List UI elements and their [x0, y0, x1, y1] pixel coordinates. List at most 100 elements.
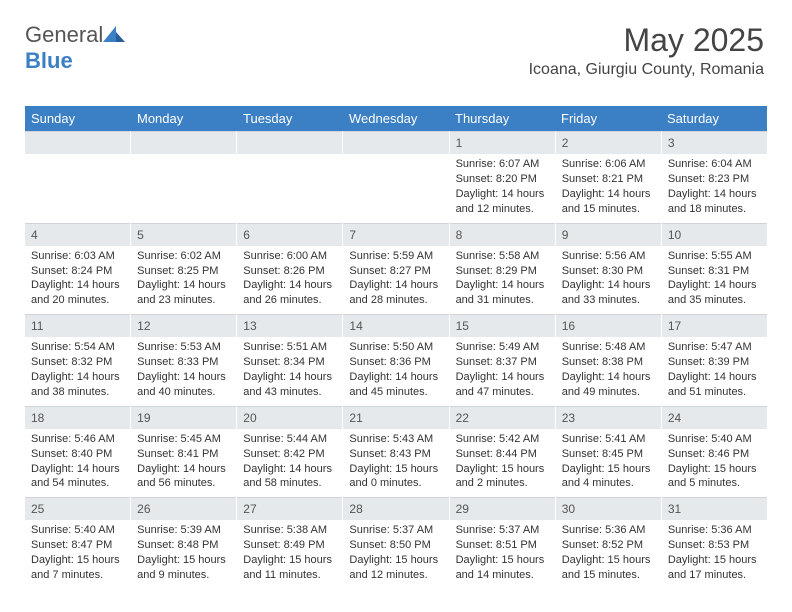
sunrise-text: Sunrise: 5:36 AM	[562, 523, 655, 538]
daylight-text: Daylight: 14 hours and 47 minutes.	[456, 370, 549, 400]
weekday-saturday: Saturday	[661, 106, 767, 131]
day-number: 10	[662, 223, 767, 246]
sunrise-text: Sunrise: 6:02 AM	[137, 249, 230, 264]
day-number: 11	[25, 314, 130, 337]
sunset-text: Sunset: 8:44 PM	[456, 447, 549, 462]
sunrise-text: Sunrise: 5:48 AM	[562, 340, 655, 355]
day-body: Sunrise: 6:07 AMSunset: 8:20 PMDaylight:…	[450, 154, 555, 222]
day-body: Sunrise: 5:42 AMSunset: 8:44 PMDaylight:…	[450, 429, 555, 497]
sunset-text: Sunset: 8:42 PM	[243, 447, 336, 462]
daylight-text: Daylight: 15 hours and 2 minutes.	[456, 462, 549, 492]
sunset-text: Sunset: 8:50 PM	[349, 538, 442, 553]
day-body: Sunrise: 5:37 AMSunset: 8:50 PMDaylight:…	[343, 520, 448, 588]
logo-text-general: General	[25, 22, 103, 47]
day-number: 7	[343, 223, 448, 246]
sunset-text: Sunset: 8:40 PM	[31, 447, 124, 462]
daylight-text: Daylight: 15 hours and 11 minutes.	[243, 553, 336, 583]
day-body	[131, 154, 236, 216]
sunrise-text: Sunrise: 5:43 AM	[349, 432, 442, 447]
day-body: Sunrise: 6:04 AMSunset: 8:23 PMDaylight:…	[662, 154, 767, 222]
sunset-text: Sunset: 8:30 PM	[562, 264, 655, 279]
daylight-text: Daylight: 14 hours and 43 minutes.	[243, 370, 336, 400]
day-cell: 21Sunrise: 5:43 AMSunset: 8:43 PMDayligh…	[343, 406, 449, 498]
day-body: Sunrise: 5:54 AMSunset: 8:32 PMDaylight:…	[25, 337, 130, 405]
daylight-text: Daylight: 14 hours and 12 minutes.	[456, 187, 549, 217]
day-cell: 6Sunrise: 6:00 AMSunset: 8:26 PMDaylight…	[237, 223, 343, 315]
sunset-text: Sunset: 8:21 PM	[562, 172, 655, 187]
daylight-text: Daylight: 15 hours and 12 minutes.	[349, 553, 442, 583]
day-body: Sunrise: 5:59 AMSunset: 8:27 PMDaylight:…	[343, 246, 448, 314]
daylight-text: Daylight: 14 hours and 15 minutes.	[562, 187, 655, 217]
day-body: Sunrise: 6:02 AMSunset: 8:25 PMDaylight:…	[131, 246, 236, 314]
day-number: 9	[556, 223, 661, 246]
sunset-text: Sunset: 8:25 PM	[137, 264, 230, 279]
day-cell: 5Sunrise: 6:02 AMSunset: 8:25 PMDaylight…	[131, 223, 237, 315]
day-cell: 13Sunrise: 5:51 AMSunset: 8:34 PMDayligh…	[237, 314, 343, 406]
day-number: 24	[662, 406, 767, 429]
day-number: 26	[131, 497, 236, 520]
day-cell: 12Sunrise: 5:53 AMSunset: 8:33 PMDayligh…	[131, 314, 237, 406]
day-cell: 28Sunrise: 5:37 AMSunset: 8:50 PMDayligh…	[343, 497, 449, 589]
sunrise-text: Sunrise: 5:42 AM	[456, 432, 549, 447]
sunset-text: Sunset: 8:37 PM	[456, 355, 549, 370]
sunrise-text: Sunrise: 5:36 AM	[668, 523, 761, 538]
sunset-text: Sunset: 8:39 PM	[668, 355, 761, 370]
day-body: Sunrise: 5:58 AMSunset: 8:29 PMDaylight:…	[450, 246, 555, 314]
daylight-text: Daylight: 14 hours and 26 minutes.	[243, 278, 336, 308]
sunset-text: Sunset: 8:23 PM	[668, 172, 761, 187]
day-cell: 17Sunrise: 5:47 AMSunset: 8:39 PMDayligh…	[662, 314, 767, 406]
sunrise-text: Sunrise: 5:44 AM	[243, 432, 336, 447]
day-cell: 4Sunrise: 6:03 AMSunset: 8:24 PMDaylight…	[25, 223, 131, 315]
day-cell: 16Sunrise: 5:48 AMSunset: 8:38 PMDayligh…	[556, 314, 662, 406]
day-number: 3	[662, 131, 767, 154]
day-body: Sunrise: 5:46 AMSunset: 8:40 PMDaylight:…	[25, 429, 130, 497]
daylight-text: Daylight: 15 hours and 14 minutes.	[456, 553, 549, 583]
logo: GeneralBlue	[25, 22, 125, 74]
daylight-text: Daylight: 14 hours and 54 minutes.	[31, 462, 124, 492]
weekday-monday: Monday	[131, 106, 237, 131]
day-cell: 20Sunrise: 5:44 AMSunset: 8:42 PMDayligh…	[237, 406, 343, 498]
weekday-wednesday: Wednesday	[343, 106, 449, 131]
day-number: 25	[25, 497, 130, 520]
day-body: Sunrise: 5:37 AMSunset: 8:51 PMDaylight:…	[450, 520, 555, 588]
daylight-text: Daylight: 14 hours and 23 minutes.	[137, 278, 230, 308]
sunrise-text: Sunrise: 6:07 AM	[456, 157, 549, 172]
day-number: 18	[25, 406, 130, 429]
week-row: 4Sunrise: 6:03 AMSunset: 8:24 PMDaylight…	[25, 223, 767, 315]
day-number: 16	[556, 314, 661, 337]
day-body: Sunrise: 5:45 AMSunset: 8:41 PMDaylight:…	[131, 429, 236, 497]
sunset-text: Sunset: 8:52 PM	[562, 538, 655, 553]
day-body: Sunrise: 5:38 AMSunset: 8:49 PMDaylight:…	[237, 520, 342, 588]
day-body	[237, 154, 342, 216]
sunrise-text: Sunrise: 5:50 AM	[349, 340, 442, 355]
day-cell	[237, 131, 343, 223]
day-cell: 23Sunrise: 5:41 AMSunset: 8:45 PMDayligh…	[556, 406, 662, 498]
day-body	[25, 154, 130, 216]
daylight-text: Daylight: 15 hours and 0 minutes.	[349, 462, 442, 492]
weeks-container: 1Sunrise: 6:07 AMSunset: 8:20 PMDaylight…	[25, 131, 767, 589]
weekday-friday: Friday	[555, 106, 661, 131]
header-right: May 2025 Icoana, Giurgiu County, Romania	[529, 22, 764, 79]
sunrise-text: Sunrise: 5:38 AM	[243, 523, 336, 538]
daylight-text: Daylight: 15 hours and 7 minutes.	[31, 553, 124, 583]
day-number: 8	[450, 223, 555, 246]
weekday-sunday: Sunday	[25, 106, 131, 131]
daylight-text: Daylight: 14 hours and 28 minutes.	[349, 278, 442, 308]
week-row: 1Sunrise: 6:07 AMSunset: 8:20 PMDaylight…	[25, 131, 767, 223]
sunrise-text: Sunrise: 5:53 AM	[137, 340, 230, 355]
day-number: 21	[343, 406, 448, 429]
day-cell: 24Sunrise: 5:40 AMSunset: 8:46 PMDayligh…	[662, 406, 767, 498]
daylight-text: Daylight: 14 hours and 51 minutes.	[668, 370, 761, 400]
sunrise-text: Sunrise: 5:59 AM	[349, 249, 442, 264]
sunset-text: Sunset: 8:41 PM	[137, 447, 230, 462]
day-cell: 25Sunrise: 5:40 AMSunset: 8:47 PMDayligh…	[25, 497, 131, 589]
day-body: Sunrise: 5:51 AMSunset: 8:34 PMDaylight:…	[237, 337, 342, 405]
sunset-text: Sunset: 8:38 PM	[562, 355, 655, 370]
sunset-text: Sunset: 8:51 PM	[456, 538, 549, 553]
day-cell: 22Sunrise: 5:42 AMSunset: 8:44 PMDayligh…	[450, 406, 556, 498]
sunrise-text: Sunrise: 5:41 AM	[562, 432, 655, 447]
day-cell: 29Sunrise: 5:37 AMSunset: 8:51 PMDayligh…	[450, 497, 556, 589]
sunrise-text: Sunrise: 5:54 AM	[31, 340, 124, 355]
day-body: Sunrise: 5:40 AMSunset: 8:47 PMDaylight:…	[25, 520, 130, 588]
day-number	[131, 131, 236, 154]
